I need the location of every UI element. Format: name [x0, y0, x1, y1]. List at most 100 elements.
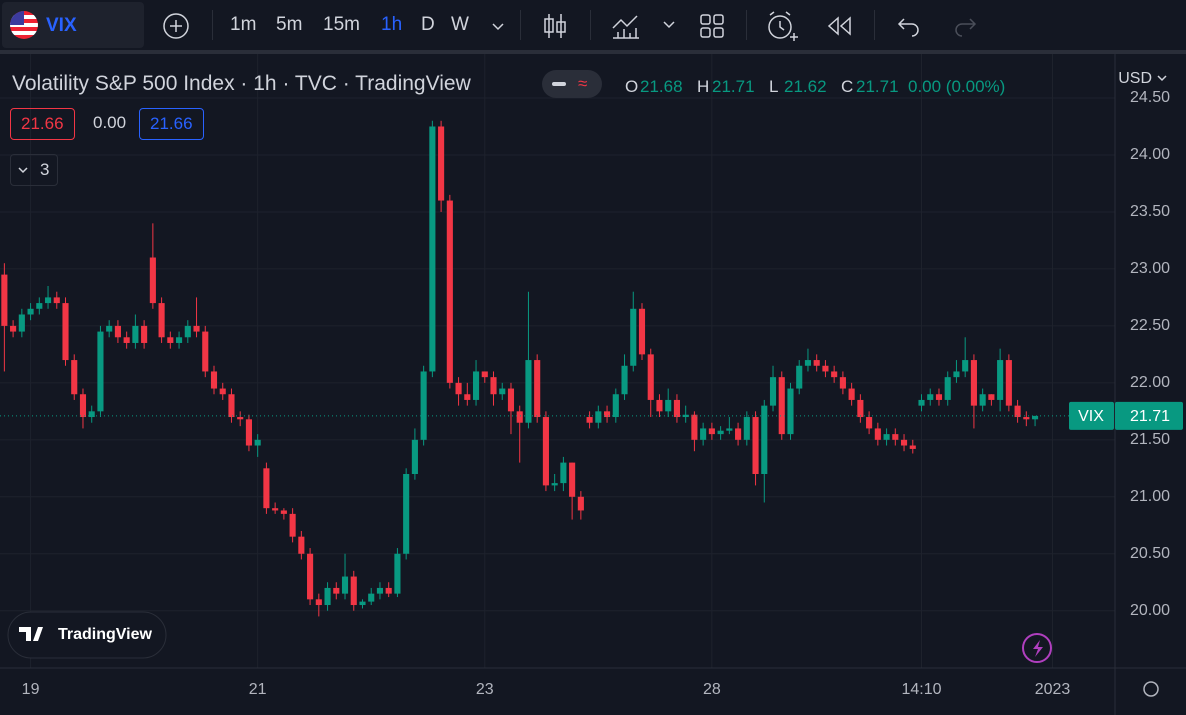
replay-icon[interactable] — [824, 12, 854, 40]
candle-body — [534, 360, 541, 418]
candle-body — [935, 394, 943, 400]
alert-icon[interactable] — [764, 9, 800, 43]
candle-body — [429, 126, 436, 372]
candle-body — [27, 308, 34, 315]
candle-body — [831, 371, 838, 378]
layout-icon[interactable] — [698, 12, 726, 40]
interval[interactable]: 1h — [381, 14, 403, 35]
candle-body — [202, 331, 209, 372]
candle-body — [237, 417, 244, 420]
candle-body — [787, 388, 794, 435]
candle-body — [149, 257, 156, 304]
x-tick-label: 21 — [249, 681, 267, 698]
currency[interactable]: USD — [1118, 70, 1152, 87]
spread: 0.00 — [93, 113, 127, 132]
watermark-pill[interactable] — [7, 611, 167, 659]
candle-body — [647, 354, 654, 400]
x-tick-label: 23 — [476, 681, 494, 698]
candle-body — [665, 399, 672, 412]
candle-body — [368, 593, 375, 602]
candle-body — [813, 360, 820, 366]
divider — [590, 10, 591, 40]
candle-body — [726, 428, 733, 431]
divider — [874, 10, 875, 40]
candle-body — [158, 303, 165, 338]
indicators-icon[interactable] — [610, 10, 682, 42]
y-tick-label: 22.00 — [1130, 374, 1170, 391]
interval[interactable]: D — [421, 14, 435, 35]
x-tick-label: 2023 — [1035, 681, 1071, 698]
redo-icon — [955, 18, 977, 37]
last-price-value: 21.71 — [1130, 408, 1170, 425]
last-price-box — [1115, 401, 1183, 430]
interval[interactable]: W — [451, 14, 469, 35]
interval[interactable]: 5m — [276, 14, 303, 35]
interval[interactable]: 15m — [323, 14, 360, 35]
y-tick-label: 23.00 — [1130, 260, 1170, 277]
candle-body — [822, 365, 829, 372]
candle-body — [988, 394, 995, 400]
candle-body — [132, 325, 139, 343]
y-tick-label: 23.50 — [1130, 203, 1170, 220]
candle-body — [761, 405, 768, 474]
candle-body — [289, 513, 296, 537]
candle-body — [272, 508, 279, 511]
candle-body — [341, 576, 349, 594]
last-price-tag — [1069, 401, 1114, 430]
interval[interactable]: 1m — [230, 14, 257, 35]
candle-body — [691, 414, 698, 440]
flash-icon[interactable] — [1022, 633, 1052, 663]
indicators-collapse[interactable]: 3 — [10, 154, 58, 186]
candle-body — [874, 428, 881, 440]
candle-body — [630, 308, 637, 366]
undo-icon[interactable] — [894, 12, 922, 40]
candle-body — [778, 377, 785, 435]
flash-bolt — [1033, 640, 1043, 657]
candle-body — [263, 468, 270, 509]
candle-body — [481, 371, 488, 378]
add-icon[interactable] — [160, 10, 192, 42]
ohlc-label: O — [625, 77, 639, 96]
ohlc-value: 21.71 — [712, 77, 755, 96]
toolbar: VIX 1m 5m 15m 1h D W — [0, 0, 1186, 54]
candle-body — [1005, 360, 1012, 406]
symbol-box[interactable]: VIX — [2, 2, 144, 48]
candle-body — [438, 126, 445, 201]
candle-body — [376, 587, 384, 594]
candle-body — [298, 536, 305, 554]
candle-body — [254, 439, 261, 446]
intervals-caret[interactable] — [488, 16, 508, 36]
candle-body — [979, 394, 986, 406]
candle-body — [499, 388, 506, 395]
bid[interactable]: 21.66 — [10, 108, 75, 140]
candle-body — [892, 434, 899, 440]
x-tick-label: 19 — [22, 681, 40, 698]
candle-body — [595, 411, 602, 423]
candle-body — [1014, 405, 1021, 418]
legend-toggle[interactable]: ≈ — [542, 70, 602, 98]
candle-body — [141, 325, 148, 343]
candle-body — [638, 308, 646, 355]
candle-body — [673, 399, 680, 418]
candle-body — [359, 601, 366, 606]
candle-body — [769, 377, 777, 406]
candle-body — [36, 303, 43, 309]
candle-body — [123, 337, 130, 343]
candle-body — [1032, 415, 1039, 420]
ohlc-label: C — [841, 77, 854, 96]
candle-body — [280, 510, 287, 514]
candles-icon[interactable] — [540, 10, 570, 42]
change: 0.00 (0.00%) — [908, 77, 1006, 96]
candle-body — [307, 553, 314, 600]
candle-body — [717, 430, 724, 435]
candle-body — [245, 419, 252, 446]
candle-body — [350, 576, 357, 606]
ohlc-value: 21.71 — [856, 77, 899, 96]
candle-body — [621, 365, 628, 395]
candle-body — [455, 382, 462, 395]
settings-icon[interactable] — [1143, 681, 1159, 697]
candle-body — [219, 388, 226, 395]
candle-body — [176, 337, 183, 343]
ask[interactable]: 21.66 — [139, 108, 204, 140]
